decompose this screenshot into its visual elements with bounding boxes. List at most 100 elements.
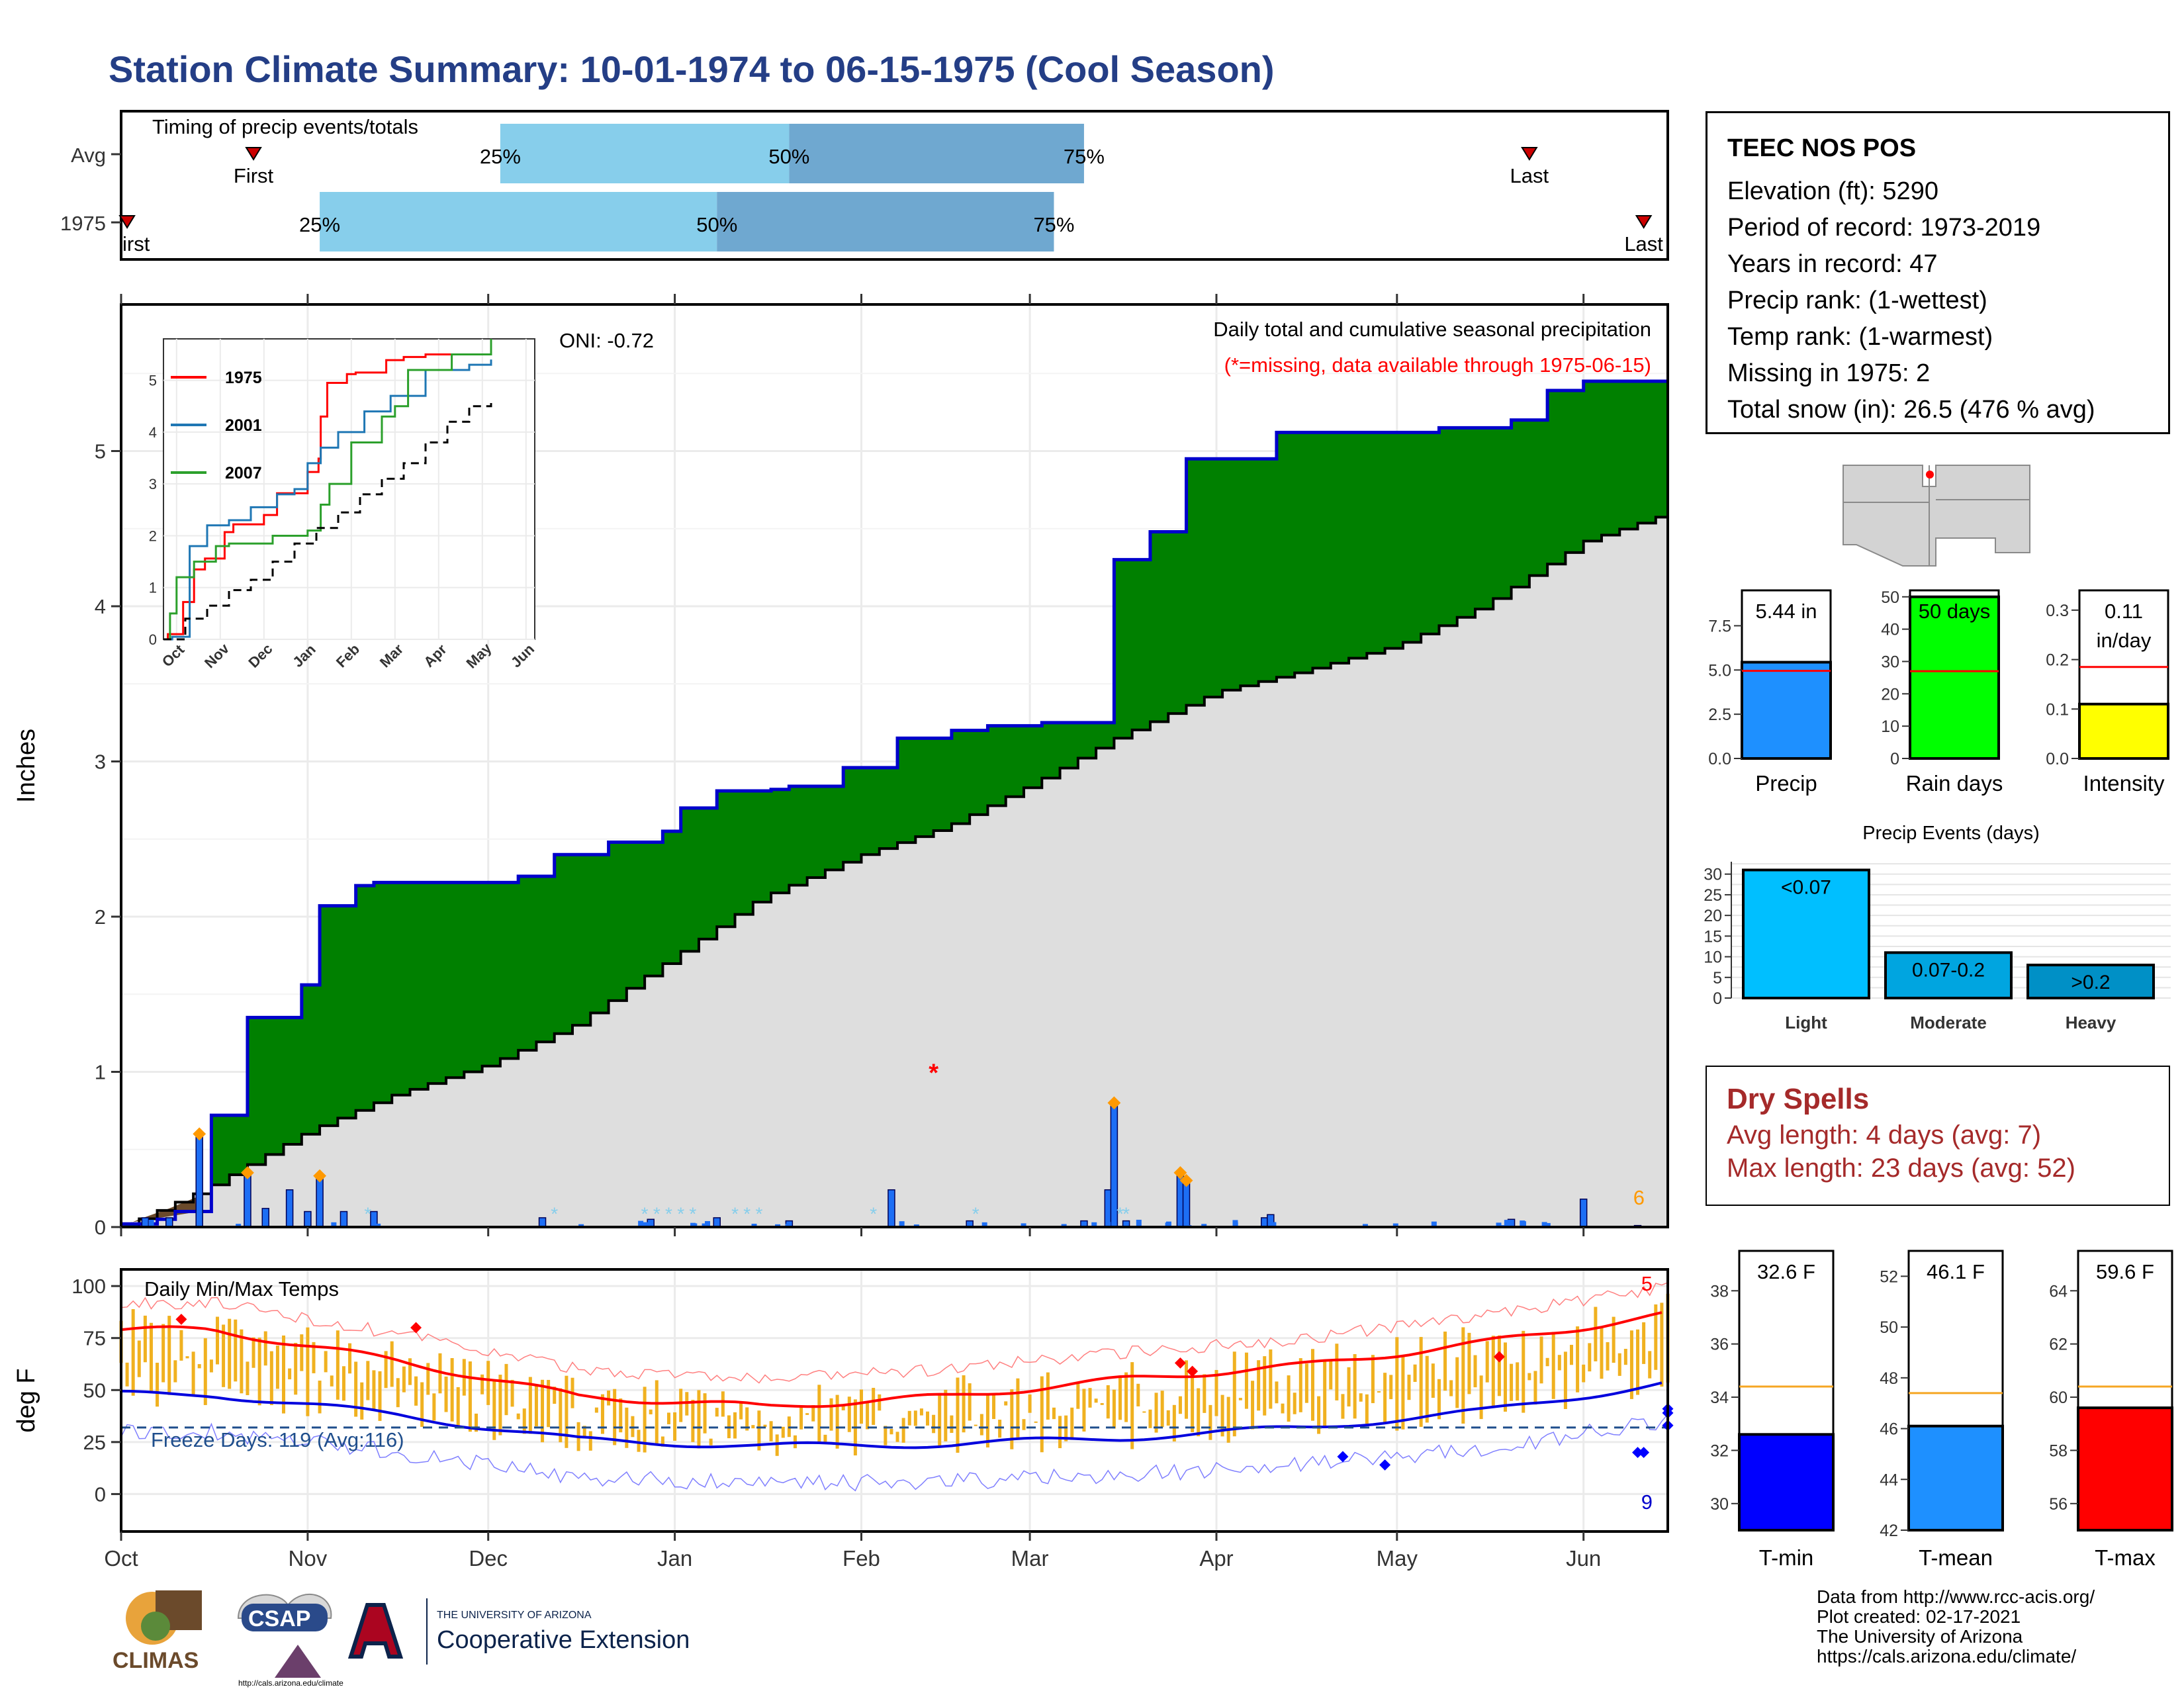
daily-temp-bar	[1636, 1329, 1640, 1395]
daily-temp-bar	[486, 1361, 490, 1405]
daily-precip-trace-bar	[1504, 1220, 1510, 1227]
summary-bar-y-tick-label: 34	[1710, 1389, 1729, 1407]
snow-day-marker: *	[689, 1204, 696, 1224]
dry-spells-avg-length: Avg length: 4 days (avg: 7)	[1727, 1120, 2042, 1150]
daily-temp-bar	[1160, 1391, 1164, 1428]
daily-temp-bar	[962, 1375, 966, 1433]
map-states	[1843, 465, 2030, 567]
daily-temp-bar	[1197, 1388, 1201, 1437]
station-period: Period of record: 1973-2019	[1727, 214, 2041, 242]
daily-temp-bar	[1203, 1374, 1206, 1413]
daily-temp-bar	[823, 1434, 827, 1443]
snow-day-marker: *	[972, 1204, 979, 1224]
daily-precip-record-marker	[313, 1169, 326, 1183]
summary-bar-y-tick-label: 50	[1880, 1318, 1898, 1337]
daily-temp-bar	[1431, 1363, 1435, 1398]
daily-temp-bar	[125, 1362, 129, 1387]
month-axis-label: Mar	[1011, 1546, 1049, 1571]
summary-bar-y-tick-label: 44	[1880, 1471, 1898, 1489]
daily-temp-bar	[366, 1361, 370, 1400]
daily-temp-bar	[1467, 1332, 1471, 1394]
oni-label: ONI: -0.72	[559, 329, 654, 352]
timing-first-marker	[245, 147, 262, 161]
record-low-marker	[1379, 1459, 1391, 1471]
snow-day-marker: *	[870, 1204, 877, 1224]
daily-temp-bar	[510, 1379, 514, 1407]
daily-temp-bar	[1527, 1373, 1531, 1381]
timing-50-label: 50%	[768, 145, 809, 168]
csap-logo-url: http://cals.arizona.edu/climate	[238, 1678, 343, 1688]
daily-temp-bar	[324, 1351, 328, 1373]
daily-temp-bar	[197, 1364, 201, 1369]
precip-events-y-tick-label: 0	[1713, 989, 1722, 1008]
logos-row: CLIMAS CSAP http://cals.arizona.edu/clim…	[113, 1590, 690, 1688]
daily-precip-trace-bar	[375, 1223, 381, 1227]
daily-temp-bar	[492, 1381, 496, 1440]
daily-temp-bar	[257, 1338, 261, 1406]
summary-bar-value	[1907, 1424, 2004, 1531]
daily-temp-bar	[866, 1401, 870, 1430]
daily-temp-bar	[1455, 1357, 1459, 1408]
precip-y-tick-label: 1	[95, 1061, 106, 1084]
daily-temp-bar	[1304, 1363, 1308, 1403]
daily-temp-bar	[1046, 1372, 1050, 1420]
daily-temp-bar	[300, 1334, 304, 1371]
page-title: Station Climate Summary: 10-01-1974 to 0…	[109, 48, 1275, 90]
daily-temp-bar	[179, 1330, 183, 1361]
daily-temp-bar	[739, 1402, 743, 1420]
snow-day-marker: *	[743, 1204, 751, 1224]
record-high-marker	[1174, 1357, 1186, 1369]
precip-events-panel: Precip Events (days) 0 5 10 15 20 25 30 <0.07 Lig…	[1704, 823, 2171, 1032]
daily-temp-bar	[1570, 1344, 1574, 1365]
record-high-count: 5	[1641, 1272, 1653, 1295]
month-axis-label: Nov	[289, 1546, 328, 1571]
daily-temp-bar	[1557, 1355, 1561, 1371]
daily-temp-bar	[222, 1324, 226, 1387]
record-low-count: 9	[1641, 1490, 1653, 1514]
snow-day-marker: *	[364, 1204, 371, 1224]
daily-temp-bar	[1383, 1373, 1387, 1423]
daily-temp-bar	[1244, 1352, 1248, 1409]
daily-temp-bar	[336, 1330, 340, 1400]
precip-events-bar-label: 0.07-0.2	[1912, 959, 1985, 981]
daily-precip-record-marker	[241, 1166, 254, 1179]
daily-temp-bar	[360, 1382, 364, 1420]
daily-temp-bar	[1563, 1351, 1567, 1409]
daily-temp-bar	[1539, 1336, 1543, 1384]
daily-temp-bar	[1600, 1327, 1604, 1379]
timing-75-label: 75%	[1033, 213, 1074, 236]
timing-50-75-bar	[717, 192, 1054, 251]
summary-bar-value-label: 32.6 F	[1757, 1260, 1815, 1283]
daily-temp-bar	[889, 1429, 893, 1435]
temp-panel: 0 25 50 75 100 deg F Daily Min/Max Temps Freeze…	[13, 1268, 1674, 1571]
summary-bar-y-tick-label: 38	[1710, 1282, 1729, 1301]
daily-temp-bar	[1485, 1341, 1489, 1383]
summary-bar-y-tick-label: 0.1	[2046, 700, 2069, 719]
daily-temp-bar	[173, 1360, 177, 1383]
daily-temp-bar	[1028, 1394, 1032, 1413]
daily-temp-bar	[1220, 1394, 1224, 1437]
precip-events-y-tick-label: 10	[1704, 948, 1722, 967]
daily-temp-bar	[378, 1371, 382, 1421]
daily-temp-bar	[637, 1430, 641, 1452]
daily-precip-bar	[1579, 1199, 1588, 1228]
daily-temp-bar	[697, 1390, 701, 1449]
daily-temp-bar	[979, 1414, 983, 1436]
daily-temp-bar	[1022, 1419, 1026, 1430]
daily-temp-bar	[294, 1342, 298, 1395]
record-low-line	[120, 1414, 1668, 1492]
daily-temp-bar	[643, 1387, 647, 1453]
daily-temp-bar	[1088, 1388, 1092, 1408]
summary-bar-y-tick-label: 0	[1890, 750, 1899, 768]
summary-bar-value-label: 50 days	[1919, 600, 1991, 623]
daily-temp-bar	[149, 1322, 153, 1393]
credits: Data from http://www.rcc-acis.org/ Plot …	[1817, 1587, 2095, 1667]
summary-bar-y-tick-label: 0.0	[2046, 750, 2069, 768]
daily-temp-bar	[1226, 1396, 1230, 1443]
daily-temp-bar	[1648, 1351, 1652, 1379]
daily-temp-bar	[1612, 1316, 1615, 1363]
summary-bars: 0.0 2.5 5.0 7.5 5.44 in Precip 0 10 20 30 40 50 50 d…	[1708, 588, 2169, 796]
daily-temp-bar	[1660, 1303, 1664, 1387]
precip-y-tick-label: 0	[95, 1216, 106, 1239]
